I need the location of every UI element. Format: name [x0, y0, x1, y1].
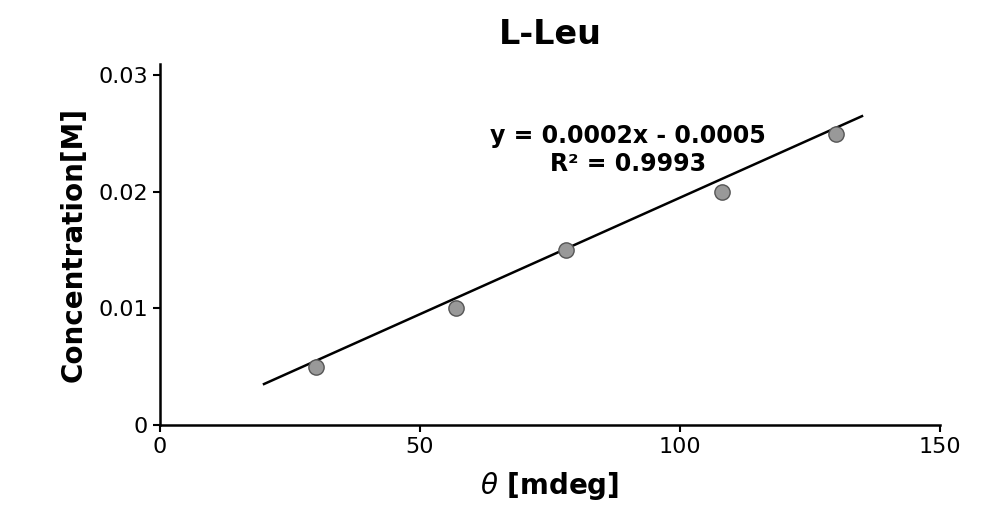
- Point: [308, 362, 324, 371]
- X-axis label: $\theta$ [mdeg]: $\theta$ [mdeg]: [480, 470, 620, 502]
- Point: [558, 246, 574, 254]
- Point: [714, 187, 730, 196]
- Point: [448, 304, 464, 313]
- Text: y = 0.0002x - 0.0005
R² = 0.9993: y = 0.0002x - 0.0005 R² = 0.9993: [490, 124, 766, 176]
- Point: [828, 130, 844, 138]
- Title: L-Leu: L-Leu: [499, 18, 601, 52]
- Y-axis label: Concentration[M]: Concentration[M]: [59, 107, 87, 382]
